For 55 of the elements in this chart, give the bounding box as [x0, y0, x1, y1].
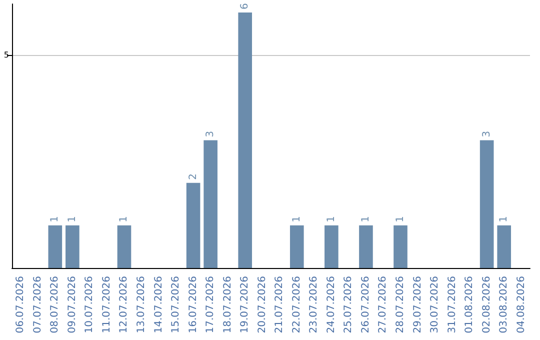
bar	[359, 225, 373, 268]
data-label: 1	[326, 216, 337, 222]
bar	[48, 225, 62, 268]
x-tick-label: 19.07.2026	[240, 276, 251, 334]
x-tick-label: 28.07.2026	[395, 276, 406, 334]
y-tick-label: 5	[4, 50, 9, 60]
x-tick-label: 16.07.2026	[188, 276, 199, 334]
x-tick-label: 20.07.2026	[256, 276, 268, 334]
bar	[238, 12, 252, 268]
bar	[204, 140, 218, 268]
x-tick-label: 21.07.2026	[274, 276, 286, 334]
x-tick-label: 14.07.2026	[153, 276, 164, 334]
x-tick-label: 10.07.2026	[84, 276, 96, 334]
data-label: 2	[188, 173, 199, 180]
data-label: 3	[481, 130, 492, 138]
bar	[117, 225, 132, 268]
bar	[186, 182, 200, 268]
x-tick-label: 30.07.2026	[430, 276, 441, 334]
bar	[66, 225, 80, 268]
bar	[290, 225, 304, 268]
x-tick-label: 01.08.2026	[464, 276, 476, 334]
x-tick-label: 23.07.2026	[308, 276, 320, 334]
x-tick-label: 22.07.2026	[291, 276, 302, 334]
data-label: 1	[291, 216, 302, 222]
x-tick-label: 07.07.2026	[32, 276, 44, 334]
x-tick-label: 13.07.2026	[136, 276, 147, 334]
x-tick-label: 29.07.2026	[412, 276, 424, 334]
x-tick-label: 04.08.2026	[516, 276, 527, 334]
data-label: 3	[205, 130, 216, 138]
data-label: 6	[240, 3, 251, 10]
x-tick-label: 08.07.2026	[50, 276, 61, 334]
x-tick-label: 27.07.2026	[378, 276, 389, 334]
x-tick-label: 02.08.2026	[481, 276, 492, 334]
x-tick-label: 12.07.2026	[118, 276, 130, 334]
x-tick-label: 26.07.2026	[360, 276, 372, 334]
x-tick-label: 09.07.2026	[66, 276, 78, 334]
x-tick-label: 25.07.2026	[343, 276, 354, 334]
x-tick-label: 11.07.2026	[101, 276, 112, 334]
data-label: 1	[360, 216, 372, 222]
bar	[394, 225, 408, 268]
x-tick-label: 06.07.2026	[15, 276, 26, 334]
data-label: 1	[118, 216, 130, 222]
x-tick-label: 03.08.2026	[498, 276, 510, 334]
x-tick-label: 17.07.2026	[205, 276, 216, 334]
x-tick-label: 15.07.2026	[170, 276, 182, 334]
data-label: 1	[50, 216, 61, 222]
x-tick-label: 18.07.2026	[222, 276, 234, 334]
x-tick-label: 31.07.2026	[446, 276, 458, 334]
x-tick-label: 24.07.2026	[326, 276, 337, 334]
bar	[497, 225, 512, 268]
data-label: 1	[498, 216, 510, 222]
bar	[324, 225, 338, 268]
data-label: 1	[66, 216, 78, 222]
bar	[480, 140, 494, 268]
data-label: 1	[395, 216, 406, 222]
